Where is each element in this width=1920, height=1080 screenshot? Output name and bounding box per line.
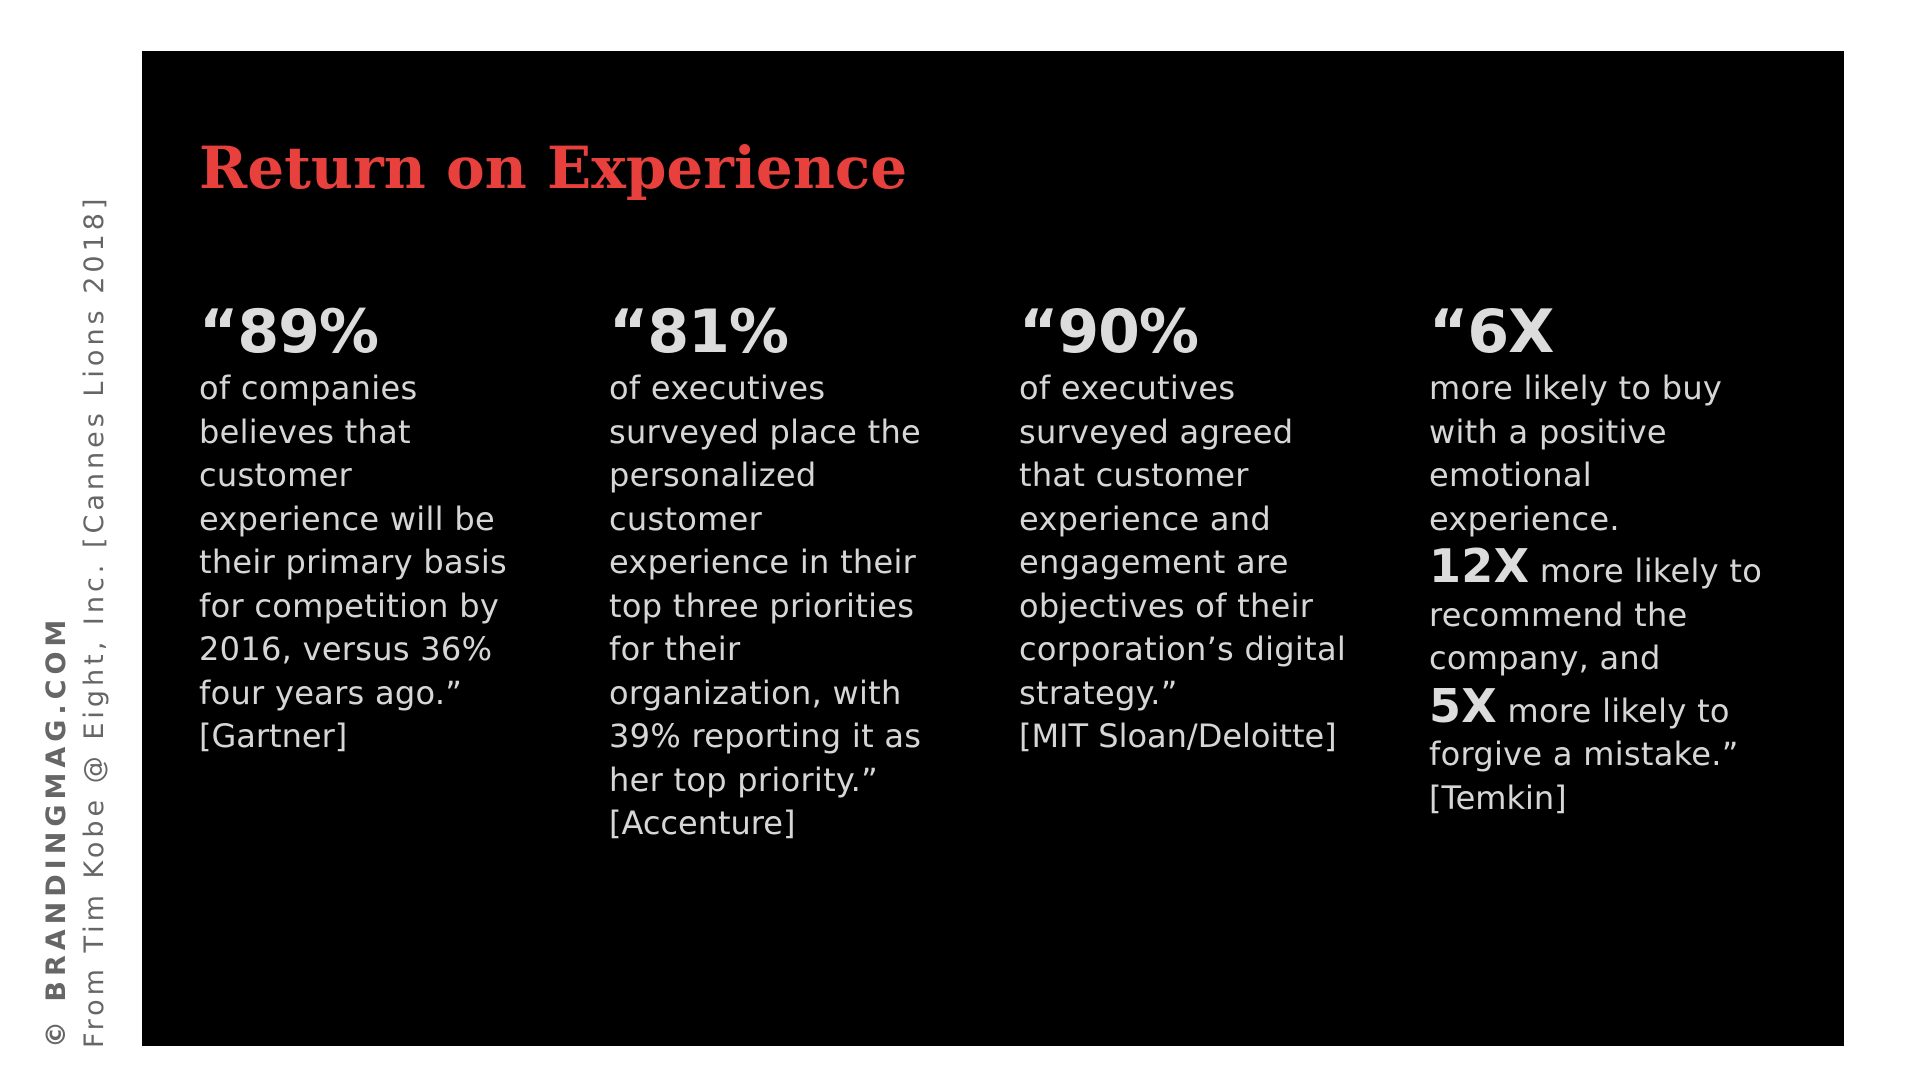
secondary-stat-value: 5X bbox=[1429, 678, 1498, 733]
stat-value: “6X bbox=[1429, 297, 1554, 367]
description-line: experience and bbox=[1019, 499, 1271, 538]
stat-column-mit-sloan-deloitte: “90% of executives surveyed agreed that … bbox=[1019, 297, 1389, 759]
slide-title: Return on Experience bbox=[199, 134, 908, 202]
description-line: experience will be bbox=[199, 499, 495, 538]
description-line: emotional bbox=[1429, 456, 1592, 494]
stat-value: “89% bbox=[199, 297, 379, 367]
description-line: that customer bbox=[1019, 456, 1249, 494]
description-line: 2016, versus 36% bbox=[199, 630, 493, 668]
stat-source: [Temkin] bbox=[1429, 778, 1567, 817]
description-line: organization, with bbox=[609, 673, 902, 712]
description-line: experience. bbox=[1429, 499, 1620, 538]
description-line: with a positive bbox=[1429, 412, 1667, 451]
description-line: of companies bbox=[199, 369, 418, 407]
description-line: corporation’s digital bbox=[1019, 630, 1347, 668]
stat-description: more likely to buy with a positive emoti… bbox=[1429, 367, 1789, 777]
description-line: experience in their bbox=[609, 543, 917, 581]
description-line: strategy.” bbox=[1019, 673, 1178, 712]
description-line: company, and bbox=[1429, 639, 1661, 677]
secondary-stat-text: more likely to bbox=[1529, 552, 1763, 590]
description-line: four years ago.” bbox=[199, 673, 463, 712]
description-line: believes that bbox=[199, 412, 411, 451]
description-line: engagement are bbox=[1019, 543, 1289, 581]
secondary-stat-text: more likely to bbox=[1497, 691, 1730, 730]
description-line: of executives bbox=[609, 369, 826, 407]
credit-sidebar: © BRANDINGMAG.COM From Tim Kobe @ Eight,… bbox=[0, 0, 140, 1080]
slide-panel: Return on Experience “89% of companies b… bbox=[142, 51, 1844, 1046]
description-line: for competition by bbox=[199, 586, 500, 625]
description-line: customer bbox=[609, 499, 763, 538]
secondary-stat-value: 12X bbox=[1429, 539, 1530, 593]
source-attribution: From Tim Kobe @ Eight, Inc. [Cannes Lion… bbox=[79, 194, 110, 1048]
stat-value: “90% bbox=[1019, 297, 1199, 367]
description-line: recommend the bbox=[1429, 595, 1688, 634]
description-line: personalized bbox=[609, 456, 817, 494]
copyright-brandingmag: © BRANDINGMAG.COM bbox=[41, 614, 72, 1048]
description-line: forgive a mistake.” bbox=[1429, 735, 1739, 773]
stat-value: “81% bbox=[609, 297, 789, 367]
stat-source: [Gartner] bbox=[199, 717, 348, 755]
stat-description: of companies believes that customer expe… bbox=[199, 367, 569, 715]
description-line: customer bbox=[199, 456, 353, 494]
description-line: objectives of their bbox=[1019, 586, 1314, 625]
description-line: more likely to buy bbox=[1429, 369, 1723, 407]
credit-text: © BRANDINGMAG.COM From Tim Kobe @ Eight,… bbox=[38, 195, 114, 1048]
description-line: for their bbox=[609, 630, 741, 668]
secondary-stat-line: 5X more likely to bbox=[1429, 683, 1789, 734]
description-line: her top priority.” bbox=[609, 760, 878, 799]
stat-source: [Accenture] bbox=[609, 804, 796, 842]
description-line: surveyed agreed bbox=[1019, 412, 1294, 451]
description-line: surveyed place the bbox=[609, 412, 922, 451]
stat-column-temkin: “6X more likely to buy with a positive e… bbox=[1429, 297, 1789, 820]
stat-source: [MIT Sloan/Deloitte] bbox=[1019, 717, 1337, 755]
secondary-stat-line: 12X more likely to bbox=[1429, 543, 1789, 594]
stat-column-accenture: “81% of executives surveyed place the pe… bbox=[609, 297, 979, 846]
description-line: of executives bbox=[1019, 369, 1236, 407]
description-line: their primary basis bbox=[199, 543, 507, 581]
stat-description: of executives surveyed place the persona… bbox=[609, 367, 979, 802]
stat-column-gartner: “89% of companies believes that customer… bbox=[199, 297, 569, 759]
stat-description: of executives surveyed agreed that custo… bbox=[1019, 367, 1389, 715]
description-line: 39% reporting it as bbox=[609, 717, 922, 755]
description-line: top three priorities bbox=[609, 586, 915, 625]
